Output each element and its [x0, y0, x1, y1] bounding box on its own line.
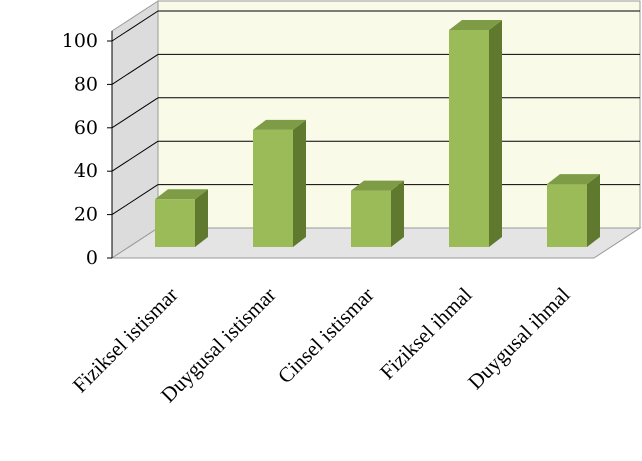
bar: [547, 174, 600, 247]
gridline-side: [111, 97, 159, 129]
bars: [155, 20, 600, 247]
bar-front-face: [351, 190, 391, 247]
bar-side-face: [195, 189, 208, 247]
bar-side-face: [391, 180, 404, 247]
x-category-label: Duygusal ihmal: [463, 282, 575, 394]
bar: [253, 119, 306, 247]
y-tick-label: 80: [74, 73, 98, 95]
y-tick-label: 0: [86, 247, 98, 269]
gridline-side: [111, 10, 159, 42]
bar: [351, 180, 404, 247]
side-wall: [111, 0, 159, 259]
gridline-side: [111, 184, 159, 216]
y-tick-label: 60: [74, 117, 98, 139]
bar-top-face: [253, 119, 306, 130]
bar-front-face: [253, 129, 293, 247]
bar-front-face: [449, 30, 489, 247]
bar-top-face: [449, 20, 502, 30]
bar-side-face: [587, 174, 600, 247]
bar-top-face: [155, 189, 208, 200]
gridline-side: [111, 140, 159, 172]
bar-top-face: [547, 174, 600, 185]
y-tick-label: 40: [74, 160, 98, 182]
x-category-label: Fiziksel ihmal: [375, 282, 477, 384]
y-tick-label: 20: [74, 204, 98, 226]
bar-side-face: [293, 119, 306, 247]
bar-top-face: [351, 180, 404, 191]
bar: [449, 20, 502, 247]
bar-front-face: [547, 184, 587, 247]
bar-front-face: [155, 199, 195, 247]
bar: [155, 189, 208, 247]
y-tick-label: 100: [62, 30, 98, 52]
gridline-side: [111, 53, 159, 85]
y-axis-tick-labels: 0 20 40 60 80 100: [62, 30, 98, 269]
bar-side-face: [489, 20, 502, 247]
x-category-label: Cinsel istismar: [273, 283, 379, 389]
